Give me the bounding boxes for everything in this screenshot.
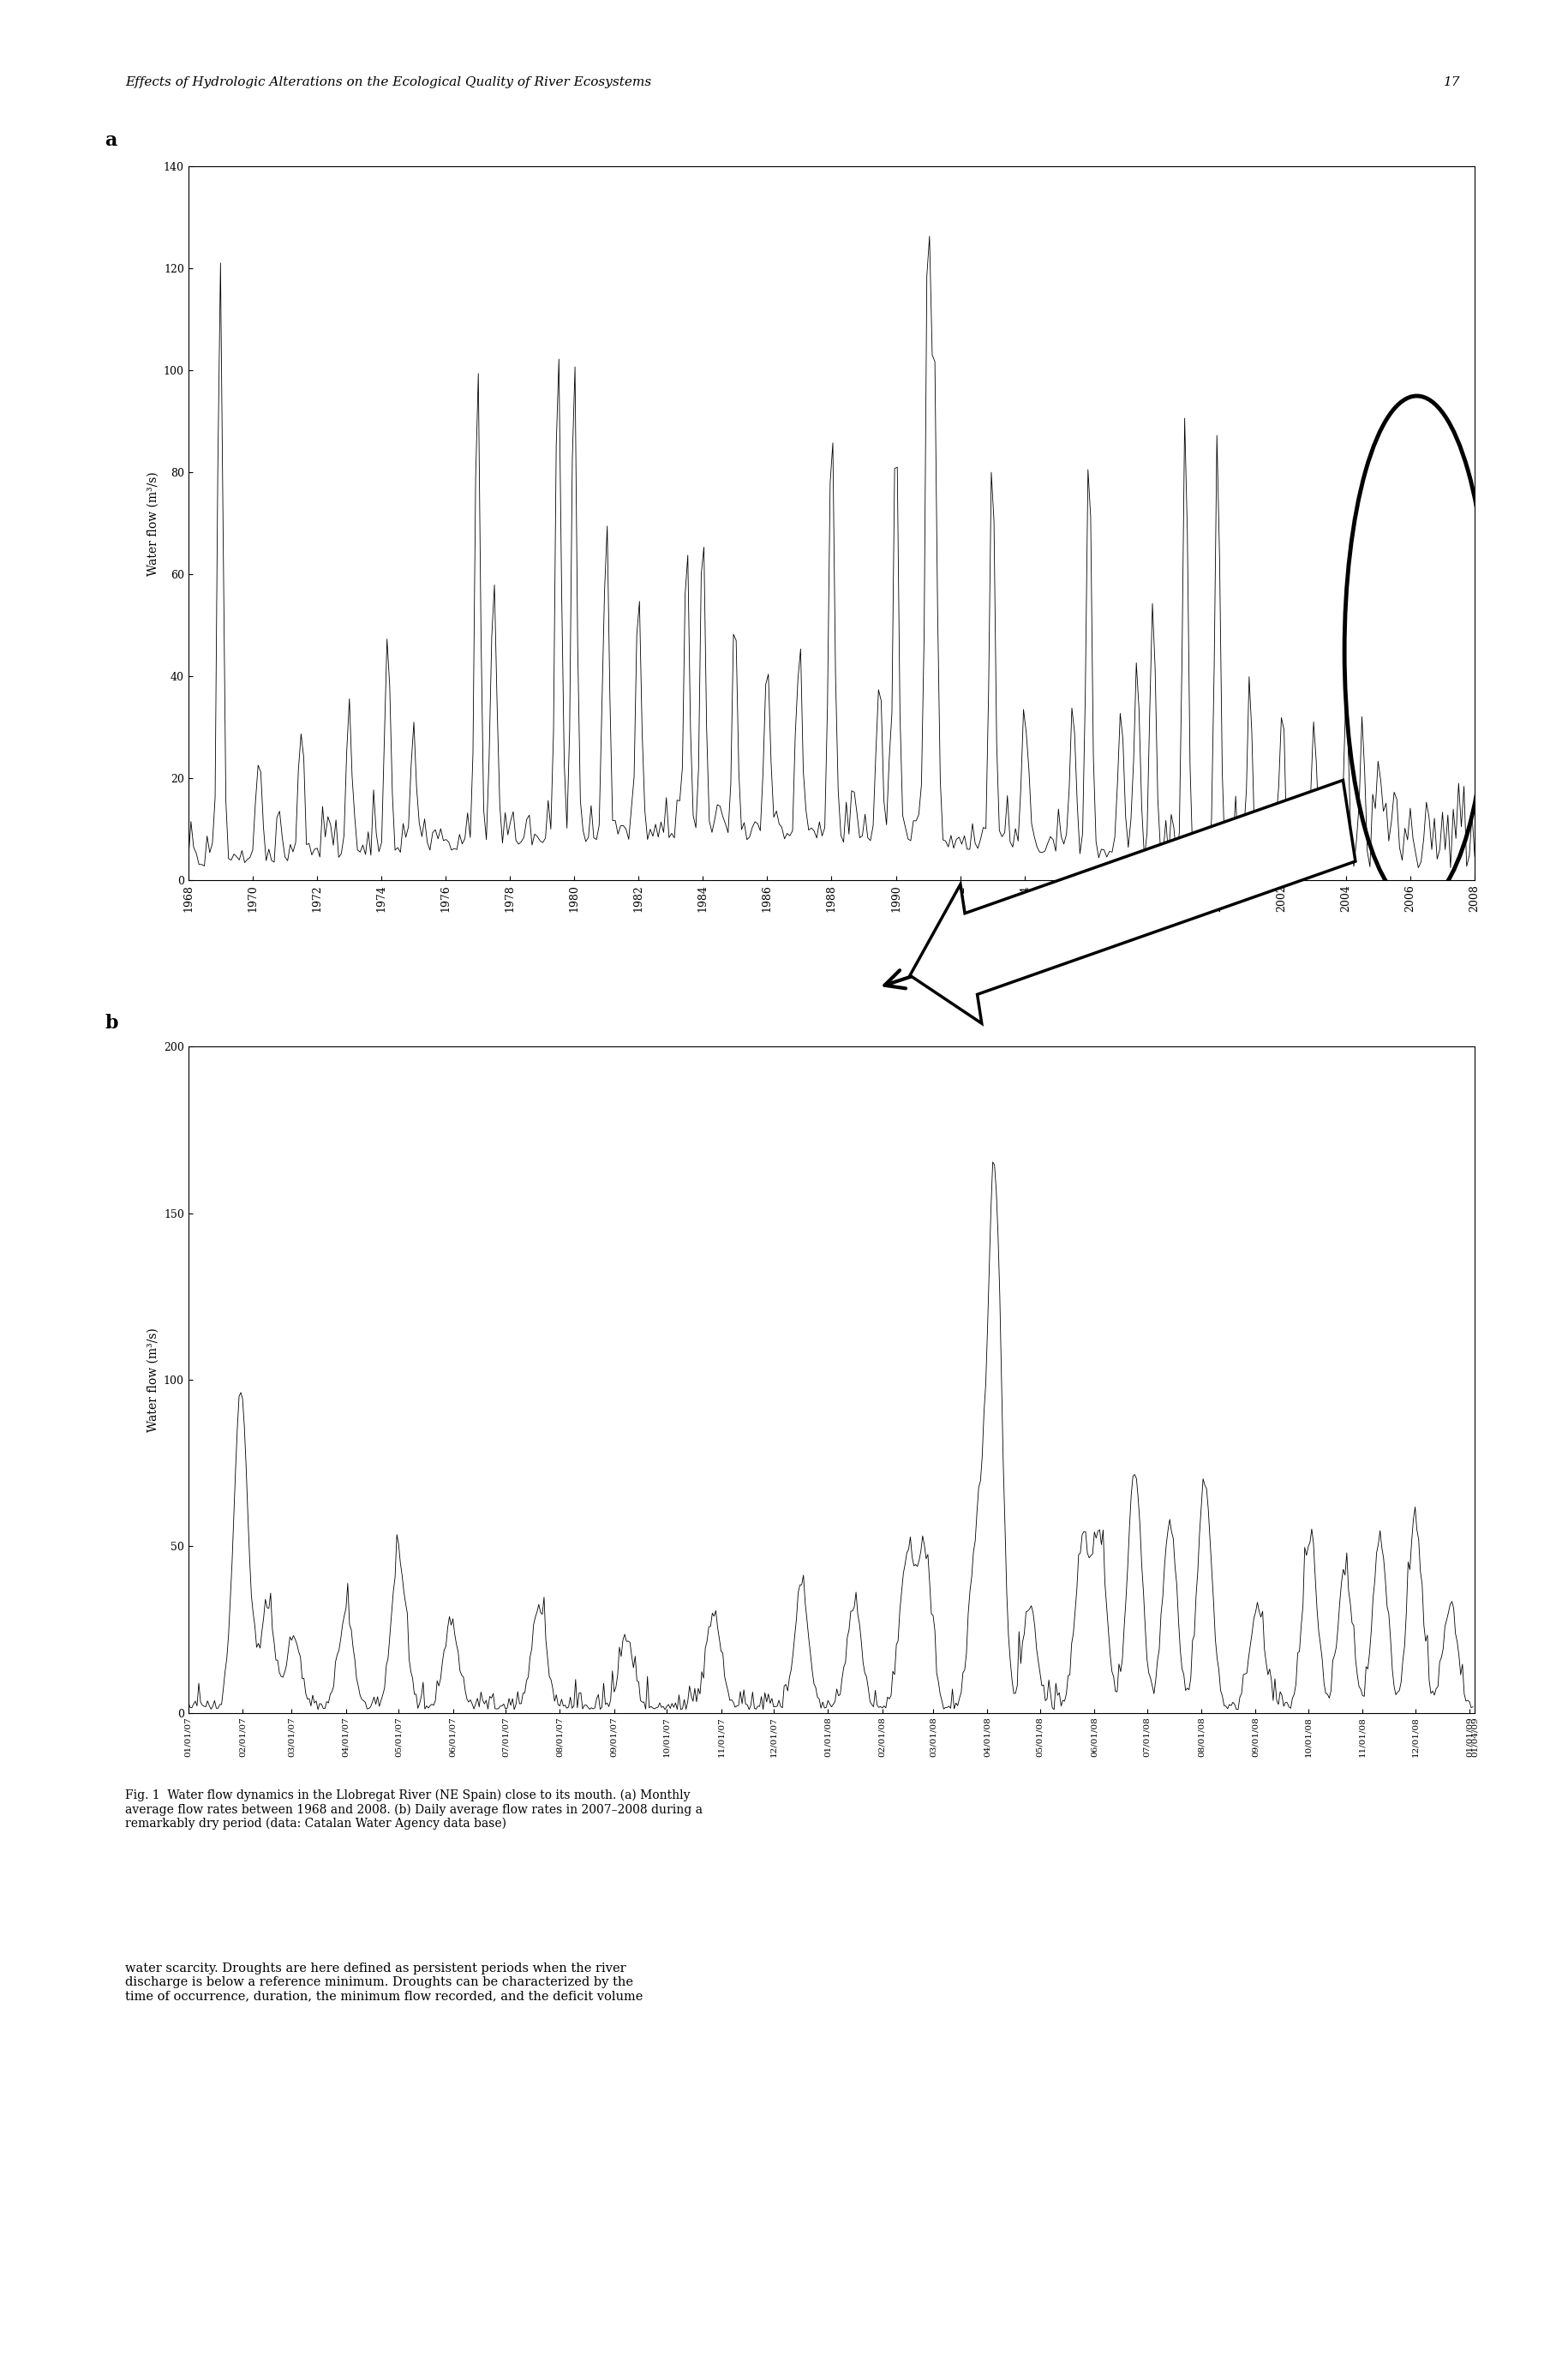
Text: Effects of Hydrologic Alterations on the Ecological Quality of River Ecosystems: Effects of Hydrologic Alterations on the… (125, 76, 651, 88)
Y-axis label: Water flow (m³/s): Water flow (m³/s) (147, 471, 158, 576)
Text: a: a (105, 131, 118, 150)
Text: b: b (105, 1013, 118, 1032)
Y-axis label: Water flow (m³/s): Water flow (m³/s) (147, 1327, 158, 1432)
Text: water scarcity. Droughts are here defined as persistent periods when the river
d: water scarcity. Droughts are here define… (125, 1963, 643, 2003)
Text: 17: 17 (1443, 76, 1460, 88)
Text: Fig. 1  Water flow dynamics in the Llobregat River (NE Spain) close to its mouth: Fig. 1 Water flow dynamics in the Llobre… (125, 1789, 702, 1829)
